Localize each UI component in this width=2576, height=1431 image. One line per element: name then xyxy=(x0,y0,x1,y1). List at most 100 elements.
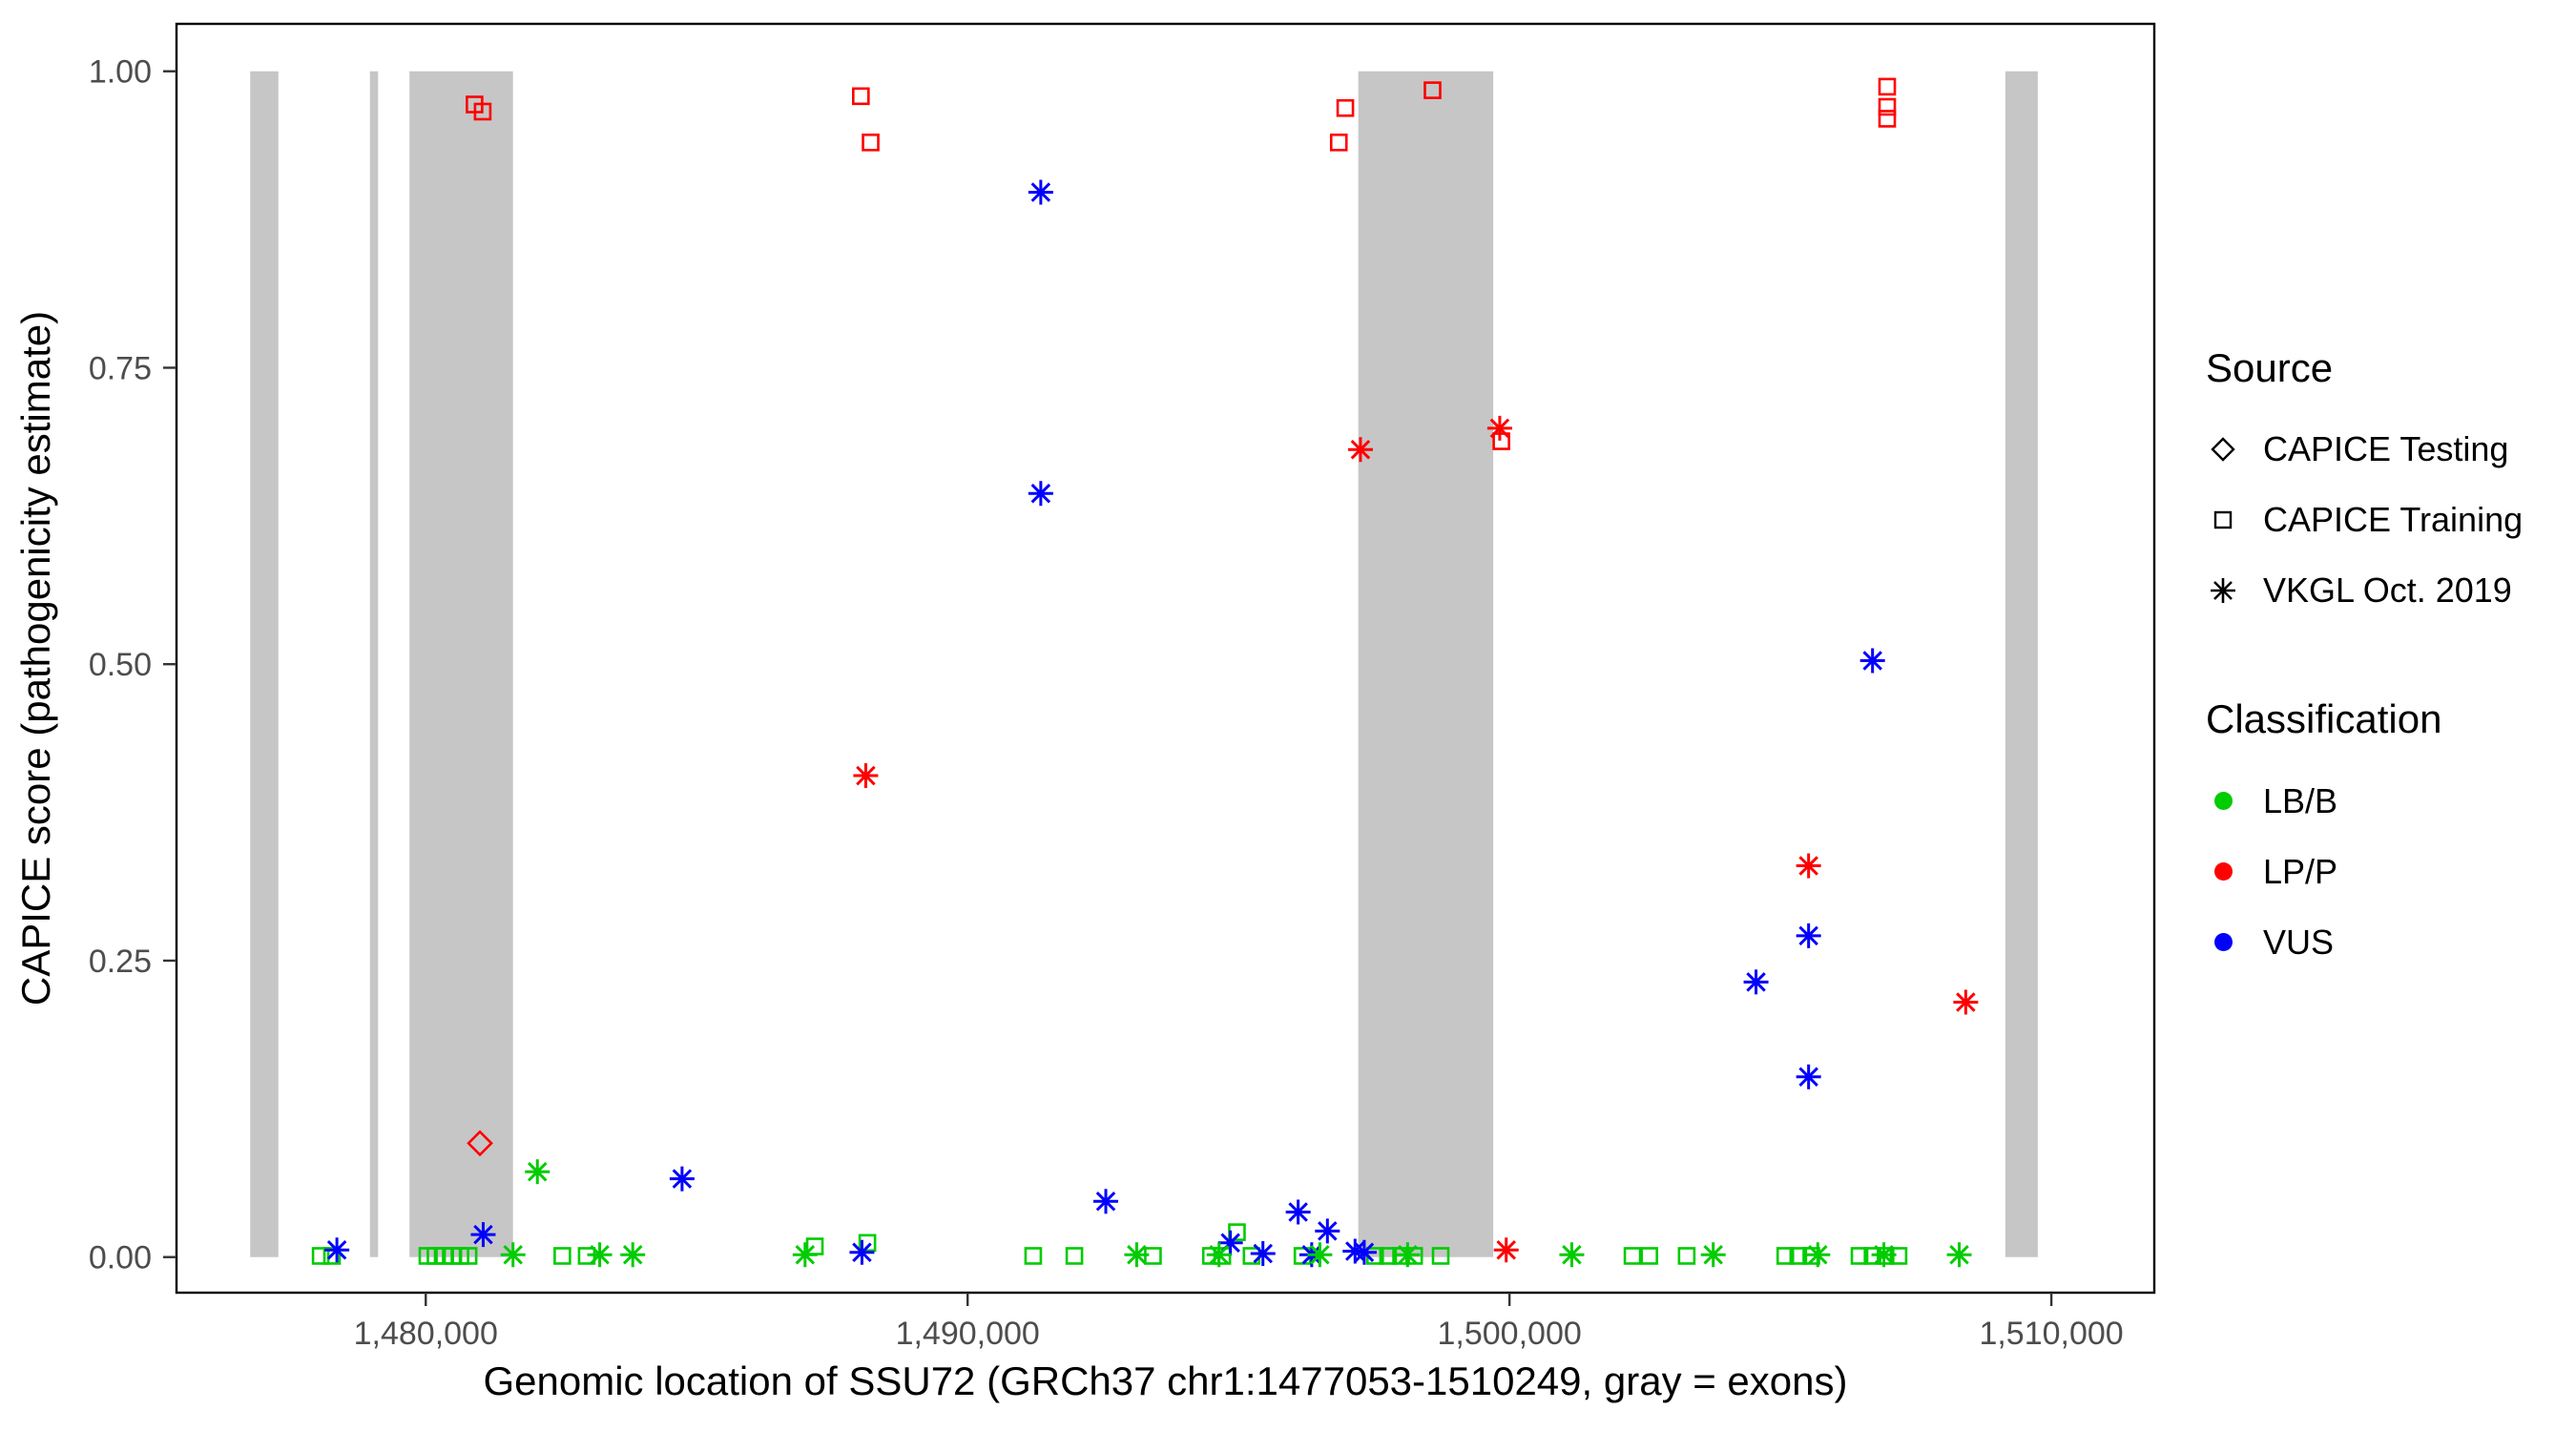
data-point xyxy=(620,1242,646,1268)
legend-item-label: LP/P xyxy=(2263,851,2338,891)
exon-bands xyxy=(250,71,2038,1257)
legend: Source CAPICE Testing CAPICE Training xyxy=(2206,345,2568,978)
data-point xyxy=(1206,1242,1232,1268)
legend-item-lbb: LB/B xyxy=(2206,766,2568,837)
y-tick-label: 0.25 xyxy=(89,944,152,980)
data-point xyxy=(853,763,879,789)
y-tick-label: 0.00 xyxy=(89,1240,152,1276)
x-tick-label: 1,480,000 xyxy=(354,1316,498,1352)
x-tick-label: 1,500,000 xyxy=(1438,1316,1582,1352)
legend-classification-section: Classification LB/B LP/P VUS xyxy=(2206,696,2568,977)
legend-item-label: VKGL Oct. 2019 xyxy=(2263,570,2512,611)
data-point xyxy=(587,1242,613,1268)
data-point xyxy=(792,1242,818,1268)
data-point xyxy=(311,1247,330,1265)
data-point xyxy=(669,1166,695,1192)
data-point xyxy=(1700,1242,1726,1268)
data-point xyxy=(1024,1247,1043,1265)
series-asterisk-vus xyxy=(324,179,1885,1268)
legend-source-section: Source CAPICE Testing CAPICE Training xyxy=(2206,345,2568,626)
data-point xyxy=(1559,1242,1585,1268)
data-points xyxy=(311,77,1979,1268)
data-point xyxy=(1285,1199,1311,1225)
legend-item-label: CAPICE Training xyxy=(2263,500,2524,540)
data-point xyxy=(473,102,492,121)
data-point xyxy=(1878,97,1897,116)
data-point xyxy=(1878,110,1897,128)
data-point xyxy=(1859,648,1885,674)
data-point xyxy=(467,1130,493,1157)
data-point xyxy=(1336,98,1355,117)
legend-item-vkgl: VKGL Oct. 2019 xyxy=(2206,555,2568,626)
data-point xyxy=(1743,969,1769,995)
square-icon xyxy=(2206,503,2240,537)
data-point xyxy=(1677,1247,1696,1265)
legend-item-vus: VUS xyxy=(2206,907,2568,978)
data-point xyxy=(459,1247,478,1265)
data-point xyxy=(1805,1242,1831,1268)
data-point xyxy=(470,1222,496,1248)
data-point xyxy=(1796,1064,1821,1089)
data-point xyxy=(1640,1247,1658,1265)
series-asterisk-lbb xyxy=(500,1159,1972,1268)
data-point xyxy=(1351,1239,1377,1265)
data-point xyxy=(1250,1240,1276,1266)
data-point xyxy=(1946,1242,1972,1268)
legend-item-capice-testing: CAPICE Testing xyxy=(2206,414,2568,485)
data-point xyxy=(1028,481,1053,507)
data-point xyxy=(324,1237,350,1263)
data-point xyxy=(553,1247,571,1265)
series-square-lpp xyxy=(466,77,1897,450)
data-point xyxy=(852,87,870,106)
y-tick-label: 0.50 xyxy=(89,647,152,683)
data-point xyxy=(1431,1247,1450,1265)
data-point xyxy=(858,1234,877,1253)
x-tick-label: 1,490,000 xyxy=(896,1316,1040,1352)
data-point xyxy=(525,1159,551,1185)
data-point xyxy=(1871,1242,1897,1268)
data-point xyxy=(1124,1242,1150,1268)
legend-item-capice-training: CAPICE Training xyxy=(2206,485,2568,555)
data-point xyxy=(1493,1237,1519,1263)
legend-item-label: CAPICE Testing xyxy=(2263,429,2509,469)
data-point xyxy=(1796,853,1821,879)
legend-item-lpp: LP/P xyxy=(2206,837,2568,907)
data-point xyxy=(1486,415,1512,441)
legend-source-title: Source xyxy=(2206,345,2334,390)
data-point xyxy=(1623,1247,1642,1265)
exon-band xyxy=(409,71,513,1257)
data-point xyxy=(1065,1247,1084,1265)
exon-band xyxy=(1358,71,1494,1257)
x-axis-title: Genomic location of SSU72 (GRCh37 chr1:1… xyxy=(483,1358,1847,1403)
data-point xyxy=(1028,179,1053,205)
data-point xyxy=(1492,432,1510,450)
x-tick-label: 1,510,000 xyxy=(1979,1316,2123,1352)
legend-item-label: LB/B xyxy=(2263,780,2338,820)
asterisk-icon xyxy=(2206,573,2240,608)
data-point xyxy=(849,1239,875,1265)
scatter-plot: 0.00 0.25 0.50 0.75 1.00 1,480,000 1,490,000 1,… xyxy=(13,22,2156,1403)
data-point xyxy=(862,133,880,152)
data-point xyxy=(1315,1218,1340,1244)
data-point xyxy=(1093,1189,1119,1214)
data-point xyxy=(1953,989,1979,1015)
data-point xyxy=(322,1247,342,1265)
data-point xyxy=(500,1242,526,1268)
y-tick-label: 0.75 xyxy=(89,350,152,386)
series-diamond-lpp xyxy=(467,1130,493,1157)
lpp-color-dot xyxy=(2213,862,2233,881)
y-axis-title: CAPICE score (pathogenicity estimate) xyxy=(13,311,58,1006)
data-point xyxy=(1307,1242,1333,1268)
y-tick-label: 1.00 xyxy=(89,54,152,91)
exon-band xyxy=(2005,71,2038,1257)
data-point xyxy=(1776,1247,1795,1265)
data-point xyxy=(1878,77,1897,96)
axes: 0.00 0.25 0.50 0.75 1.00 1,480,000 1,490,000 1,… xyxy=(89,54,2124,1352)
legend-classification-title: Classification xyxy=(2206,696,2442,742)
data-point xyxy=(1423,81,1442,99)
panel-border xyxy=(175,22,2156,1295)
exon-band xyxy=(250,71,279,1257)
legend-item-label: VUS xyxy=(2263,922,2335,962)
data-point xyxy=(1796,923,1821,948)
